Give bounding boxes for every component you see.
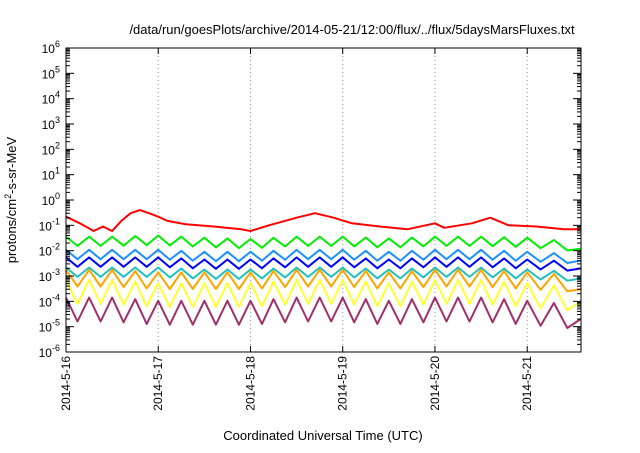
y-axis-label-prefix: protons/cm bbox=[4, 199, 19, 263]
y-tick-label: 105 bbox=[42, 64, 60, 81]
y-tick-label: 10-3 bbox=[39, 267, 60, 284]
x-axis: 2014-5-16 2014-5-17 2014-5-18 2014-5-19 2014… bbox=[59, 48, 534, 411]
x-axis-label: Coordinated Universal Time (UTC) bbox=[223, 428, 422, 443]
y-axis-label: protons/cm2-s-sr-MeV bbox=[3, 136, 19, 263]
y-tick-label: 101 bbox=[42, 166, 60, 183]
series-line bbox=[65, 278, 582, 312]
series-line bbox=[65, 234, 581, 252]
y-tick-label: 10-4 bbox=[39, 292, 60, 309]
y-tick-label: 10-5 bbox=[39, 318, 60, 335]
x-tick-label: 2014-5-21 bbox=[520, 356, 534, 411]
y-tick-label: 100 bbox=[42, 191, 60, 208]
chart-title: /data/run/goesPlots/archive/2014-05-21/1… bbox=[129, 22, 575, 37]
y-tick-label: 10-6 bbox=[39, 343, 60, 360]
series-line bbox=[65, 256, 581, 272]
x-grid bbox=[65, 48, 528, 352]
series-line bbox=[65, 296, 582, 329]
x-tick-label: 2014-5-18 bbox=[243, 356, 257, 411]
x-tick-label: 2014-5-19 bbox=[336, 356, 350, 411]
y-tick-label: 10-1 bbox=[39, 216, 60, 233]
series-layer bbox=[65, 209, 582, 329]
y-axis-label-sup: 2 bbox=[3, 194, 13, 199]
x-tick-label: 2014-5-17 bbox=[151, 356, 165, 411]
series-line bbox=[65, 268, 581, 293]
series-line bbox=[65, 248, 581, 264]
y-tick-label: 102 bbox=[42, 140, 60, 157]
y-tick-label: 103 bbox=[42, 115, 60, 132]
y-tick-label: 106 bbox=[42, 39, 60, 56]
y-tick-label: 10-2 bbox=[39, 242, 60, 259]
y-axis-label-suffix: -s-sr-MeV bbox=[4, 136, 19, 193]
series-line bbox=[65, 266, 581, 282]
x-tick-label: 2014-5-16 bbox=[59, 356, 73, 411]
series-line bbox=[65, 209, 581, 232]
y-tick-label: 104 bbox=[42, 90, 60, 107]
x-tick-label: 2014-5-20 bbox=[428, 356, 442, 411]
y-axis: 10-6 10-5 10-4 10-3 10-2 10-1 100 101 102 103 104 1… bbox=[39, 39, 581, 360]
